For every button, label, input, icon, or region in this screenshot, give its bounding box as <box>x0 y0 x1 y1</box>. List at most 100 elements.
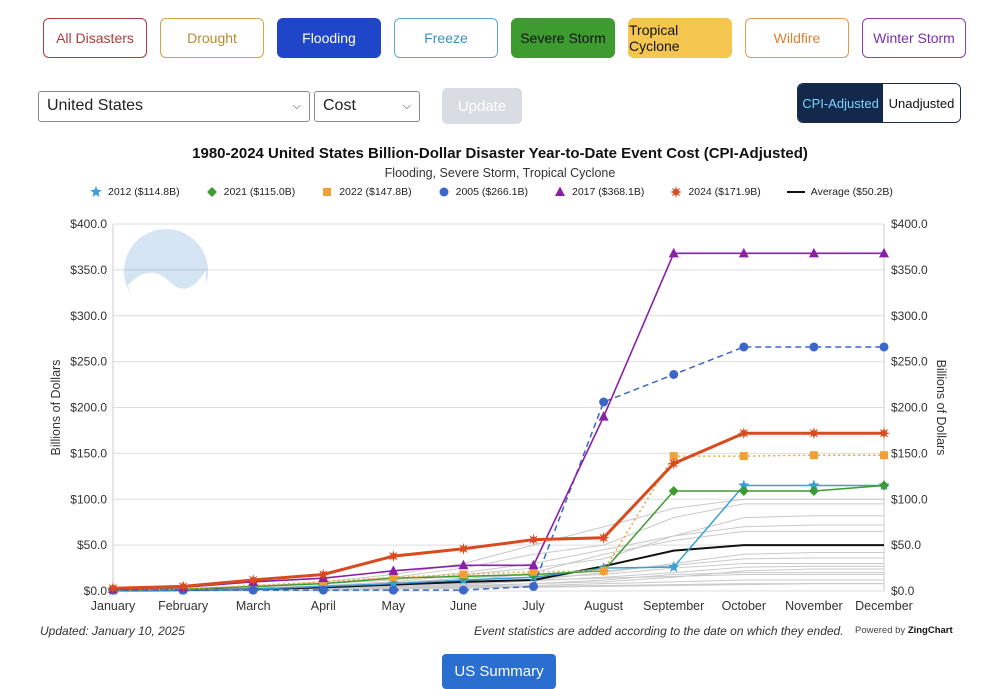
legend-item[interactable]: 2005 ($266.1B) <box>438 186 528 198</box>
x-tick-label: December <box>855 599 913 613</box>
data-point <box>737 427 750 440</box>
data-point <box>808 485 819 496</box>
noaa-logo-circle <box>124 229 208 313</box>
data-point <box>599 566 608 575</box>
legend-item[interactable]: 2024 ($171.9B) <box>670 186 761 198</box>
data-point <box>669 369 679 379</box>
series-line <box>112 484 884 592</box>
x-tick-label: April <box>311 599 336 613</box>
filter-wildfire-button[interactable]: Wildfire <box>745 18 849 58</box>
filter-winter-storm-button[interactable]: Winter Storm <box>862 18 966 58</box>
y-tick-label-right: $150.0 <box>891 446 928 460</box>
burst-marker-icon <box>670 186 683 198</box>
series-2017 <box>108 247 889 594</box>
x-tick-label: November <box>785 599 843 613</box>
legend-marker <box>555 186 565 196</box>
y-axis-title-left: Billions of Dollars <box>49 360 63 456</box>
data-point <box>668 247 679 258</box>
y-tick-label-left: $400.0 <box>70 217 107 231</box>
y-tick-label-left: $100.0 <box>70 492 107 506</box>
data-point <box>177 580 190 593</box>
cpi-adjusted-toggle[interactable]: CPI-Adjusted <box>798 84 883 122</box>
y-tick-label-right: $300.0 <box>891 309 928 323</box>
filter-drought-button[interactable]: Drought <box>160 18 264 58</box>
data-point <box>597 531 610 544</box>
y-tick-label-left: $150.0 <box>70 446 107 460</box>
legend-item[interactable]: 2017 ($368.1B) <box>554 186 644 198</box>
data-point <box>247 574 260 586</box>
circle-marker-icon <box>439 187 449 197</box>
y-tick-label-right: $250.0 <box>891 355 928 369</box>
x-tick-label: January <box>91 599 136 613</box>
data-point <box>807 427 820 440</box>
series-2012 <box>107 479 890 596</box>
disaster-filter-bar: All Disasters Drought Flooding Freeze Severe… <box>43 18 966 58</box>
noaa-logo-watermark <box>124 229 208 314</box>
data-point <box>809 342 819 352</box>
data-point <box>739 342 749 352</box>
x-tick-label: June <box>450 599 477 613</box>
legend-marker <box>439 187 449 197</box>
chevron-down-icon: ⌵ <box>402 99 411 112</box>
data-point <box>388 585 398 595</box>
y-tick-label-left: $250.0 <box>70 355 107 369</box>
chevron-down-icon: ⌵ <box>292 99 301 112</box>
data-point <box>318 585 328 595</box>
x-tick-label: May <box>382 599 406 613</box>
data-point <box>808 247 819 258</box>
powered-by[interactable]: Powered by ZingChart <box>855 625 953 636</box>
triangle-marker-icon <box>555 186 565 196</box>
y-tick-label-left: $200.0 <box>70 401 107 415</box>
series-2005 <box>108 342 889 595</box>
legend-label: 2021 ($115.0B) <box>223 186 296 198</box>
legend-item[interactable]: Average ($50.2B) <box>786 186 893 198</box>
data-point <box>598 411 609 421</box>
data-point <box>458 585 468 595</box>
legend-label: 2022 ($147.8B) <box>339 186 412 198</box>
data-point <box>667 457 680 470</box>
diamond-marker-icon <box>206 187 217 197</box>
event-statistics-note: Event statistics are added according to … <box>474 624 844 638</box>
filter-all-disasters-button[interactable]: All Disasters <box>43 18 147 58</box>
update-button[interactable]: Update <box>442 88 522 124</box>
data-point <box>738 479 750 491</box>
data-point <box>457 542 470 555</box>
legend-item[interactable]: 2012 ($114.8B) <box>90 186 180 198</box>
data-point <box>528 559 539 570</box>
metric-select[interactable]: Cost ⌵ <box>314 90 420 122</box>
x-tick-label: February <box>158 599 209 613</box>
filter-severe-storm-button[interactable]: Severe Storm <box>511 18 615 58</box>
y-tick-label-left: $0.0 <box>84 584 108 598</box>
data-point <box>459 570 468 579</box>
powered-by-label: Powered by <box>855 625 906 636</box>
legend-item[interactable]: 2022 ($147.8B) <box>321 186 412 198</box>
legend-marker <box>206 187 217 197</box>
legend-marker <box>323 188 332 196</box>
us-summary-button[interactable]: US Summary <box>442 654 556 689</box>
unadjusted-toggle[interactable]: Unadjusted <box>883 84 960 122</box>
legend-label: 2012 ($114.8B) <box>108 186 180 198</box>
region-select-value: United States <box>47 97 144 114</box>
data-point <box>739 452 748 461</box>
y-tick-label-left: $300.0 <box>70 309 107 323</box>
legend-item[interactable]: 2021 ($115.0B) <box>206 186 296 198</box>
filter-flooding-button[interactable]: Flooding <box>277 18 381 58</box>
region-select[interactable]: United States ⌵ <box>38 90 310 122</box>
data-point <box>669 452 678 461</box>
y-tick-label-right: $200.0 <box>891 401 928 415</box>
updated-date: Updated: January 10, 2025 <box>40 624 185 638</box>
data-point <box>738 485 749 496</box>
background-year-line <box>112 515 884 591</box>
data-point <box>317 568 330 581</box>
data-point <box>388 565 399 575</box>
x-tick-label: July <box>522 599 545 613</box>
filter-tropical-cyclone-button[interactable]: Tropical Cyclone <box>628 18 732 58</box>
x-tick-label: October <box>722 599 766 613</box>
data-point <box>529 567 538 576</box>
data-point <box>738 247 749 258</box>
filter-freeze-button[interactable]: Freeze <box>394 18 498 58</box>
x-tick-label: August <box>584 599 623 613</box>
data-point <box>809 451 818 460</box>
series-line <box>112 431 884 590</box>
